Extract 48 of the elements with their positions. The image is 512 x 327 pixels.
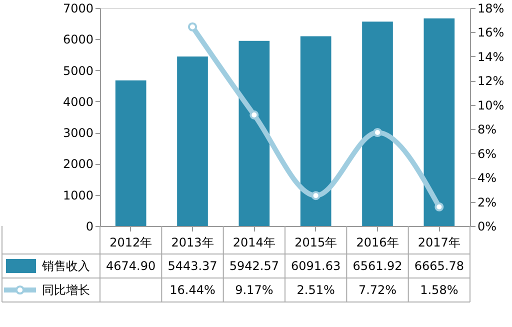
point [250,110,259,120]
y2-tick-label: 0% [478,220,497,234]
point [188,22,198,32]
y2-tick-label: 10% [478,98,504,112]
bar [115,80,146,226]
bar [424,18,455,226]
x-tick-label: 2014年 [232,236,276,250]
x-tick-label: 2016年 [356,236,399,250]
bar [300,36,332,226]
data-label: 6665.78 [414,259,464,273]
y-tick-label: 7000 [62,2,94,16]
data-label: 16.44% [170,283,216,297]
data-label: 7.72% [358,283,397,297]
bar [177,56,208,226]
data-label: 2.51% [296,283,335,297]
y-tick-label: 6000 [62,32,94,47]
point [372,128,382,138]
bar [238,40,270,226]
y2-tick-label: 6% [478,146,497,161]
data-label: 5942.57 [229,259,279,273]
y-tick-label: 1000 [62,188,94,202]
data-label: 4674.90 [106,259,156,273]
data-label: 6091.63 [291,259,341,273]
x-tick-label: 2015年 [294,236,338,250]
data-label: 5443.37 [168,259,218,273]
y-tick-label: 4000 [62,94,94,109]
y-tick-label: 3000 [62,126,94,140]
y2-tick-label: 4% [478,171,497,186]
y-tick-label: 0 [86,220,94,234]
x-tick-label: 2013年 [171,236,214,250]
y2-tick-label: 18% [478,2,504,16]
y2-tick-label: 14% [478,50,504,64]
x-tick-label: 2017年 [418,236,460,250]
data-label: 1.58% [420,283,458,297]
y2-tick-label: 2% [478,195,497,210]
y2-tick-label: 16% [478,26,504,40]
y2-tick-label: 12% [478,74,504,88]
legend-label: 同比增长 [42,283,90,297]
y-tick-label: 5000 [62,64,94,78]
y-tick-label: 2000 [62,157,94,172]
x-tick-label: 2012年 [110,236,152,250]
data-label: 9.17% [235,283,274,297]
legend-label: 销售收入 [41,259,90,273]
y2-tick-label: 8% [478,122,497,137]
point [434,202,444,212]
data-label: 6561.92 [352,259,402,273]
bar [362,22,393,226]
point [311,191,320,200]
